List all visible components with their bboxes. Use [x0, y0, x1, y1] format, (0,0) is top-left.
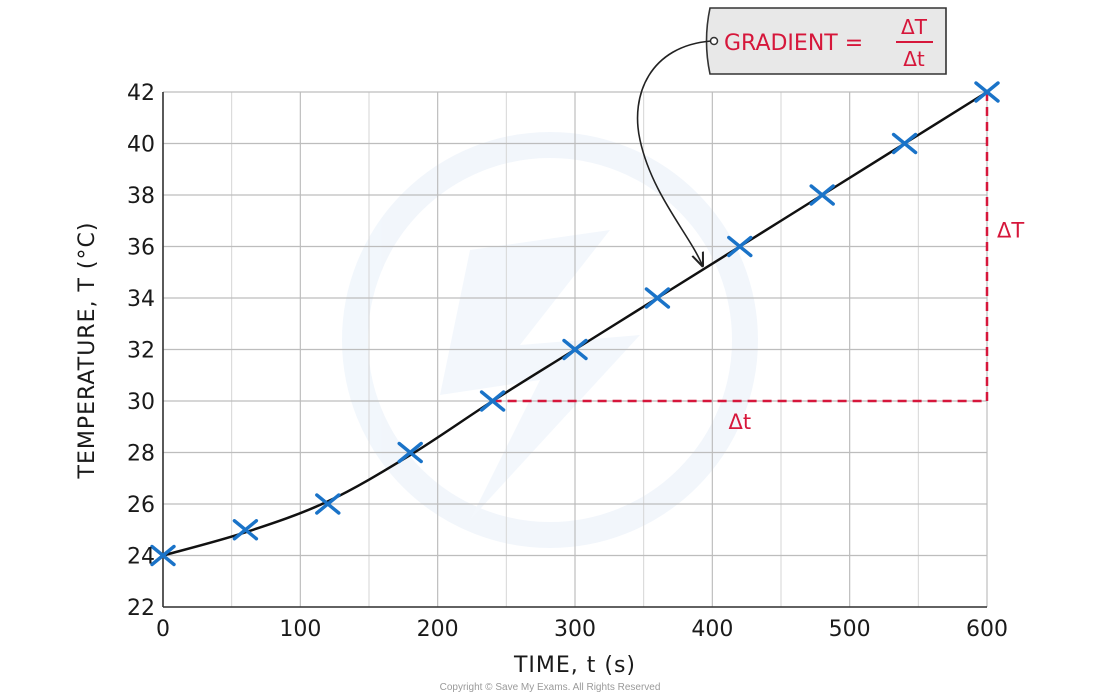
y-tick-label: 24	[127, 545, 155, 570]
data-point	[232, 519, 259, 541]
y-tick-label: 34	[127, 287, 155, 312]
gradient-annotation: GRADIENT = ΔT Δt	[636, 7, 947, 266]
data-point	[479, 390, 506, 412]
delta-t-label: Δt	[728, 410, 751, 434]
y-tick-label: 42	[127, 81, 155, 106]
y-tick-label: 36	[127, 236, 155, 261]
y-tick-label: 32	[127, 339, 155, 364]
y-tick-label: 22	[127, 596, 155, 621]
gradient-denominator: Δt	[903, 47, 925, 71]
data-point	[727, 235, 753, 258]
delta-temp-label: ΔT	[997, 219, 1024, 243]
data-point	[974, 81, 1000, 103]
y-tick-label: 28	[127, 442, 155, 467]
data-point	[397, 441, 423, 464]
x-tick-label: 400	[691, 617, 733, 642]
x-tick-label: 300	[554, 617, 596, 642]
data-markers	[150, 81, 1000, 567]
x-tick-label: 200	[417, 617, 459, 642]
gradient-numerator: ΔT	[901, 15, 928, 39]
y-tick-labels: 22 24 26 28 30 32 34 36 38 40 42	[127, 81, 155, 621]
data-point	[644, 287, 671, 309]
x-tick-label: 600	[966, 617, 1008, 642]
data-point	[809, 184, 835, 206]
gradient-label: GRADIENT =	[724, 31, 863, 56]
data-point	[891, 132, 918, 155]
x-tick-label: 100	[279, 617, 321, 642]
annotation-arrow	[636, 40, 712, 266]
y-axis-label: TEMPERATURE, T (°C)	[75, 222, 100, 480]
watermark-logo	[342, 132, 758, 548]
data-point	[150, 544, 176, 567]
x-tick-label: 500	[829, 617, 871, 642]
y-tick-label: 38	[127, 184, 155, 209]
y-tick-label: 26	[127, 493, 155, 518]
data-point	[315, 493, 341, 515]
y-tick-label: 30	[127, 390, 155, 415]
x-axis-label: TIME, t (s)	[513, 653, 636, 678]
data-point	[562, 338, 588, 361]
y-tick-label: 40	[127, 133, 155, 158]
x-tick-labels: 0 100 200 300 400 500 600	[156, 617, 1008, 642]
copyright-notice: Copyright © Save My Exams. All Rights Re…	[439, 682, 661, 693]
x-tick-label: 0	[156, 617, 170, 642]
gradient-triangle	[492, 92, 989, 403]
